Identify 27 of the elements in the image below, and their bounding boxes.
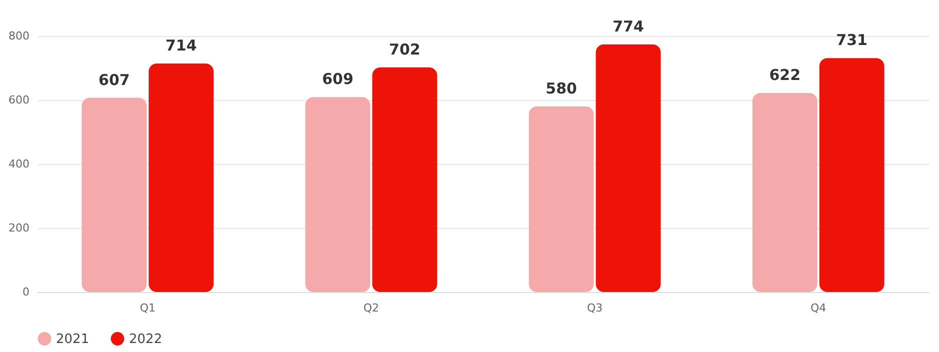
y-tick-label: 600 xyxy=(8,94,30,106)
x-tick-label: Q4 xyxy=(810,302,826,314)
data-label: 702 xyxy=(389,40,420,58)
y-tick-label: 800 xyxy=(8,30,30,42)
x-tick-label: Q1 xyxy=(140,302,156,314)
data-label: 714 xyxy=(165,36,197,55)
bar xyxy=(596,44,661,292)
y-tick-label: 200 xyxy=(8,222,30,234)
legend-label: 2021 xyxy=(56,332,90,347)
bar xyxy=(372,67,438,292)
y-tick-label: 0 xyxy=(22,286,30,298)
bar xyxy=(752,92,818,292)
bar xyxy=(82,98,147,292)
data-label: 609 xyxy=(322,70,354,88)
data-label: 607 xyxy=(98,70,130,89)
y-tick-label: 400 xyxy=(8,158,30,170)
x-tick-label: Q2 xyxy=(363,302,380,314)
bar xyxy=(305,97,370,292)
bar xyxy=(528,106,594,292)
bar xyxy=(148,64,214,292)
data-label: 731 xyxy=(836,31,868,50)
x-tick-label: Q3 xyxy=(586,302,603,314)
data-label: 622 xyxy=(769,66,801,84)
legend-label: 2022 xyxy=(129,332,162,347)
bar xyxy=(819,58,884,292)
data-label: 774 xyxy=(612,17,644,36)
data-label: 580 xyxy=(546,79,577,98)
